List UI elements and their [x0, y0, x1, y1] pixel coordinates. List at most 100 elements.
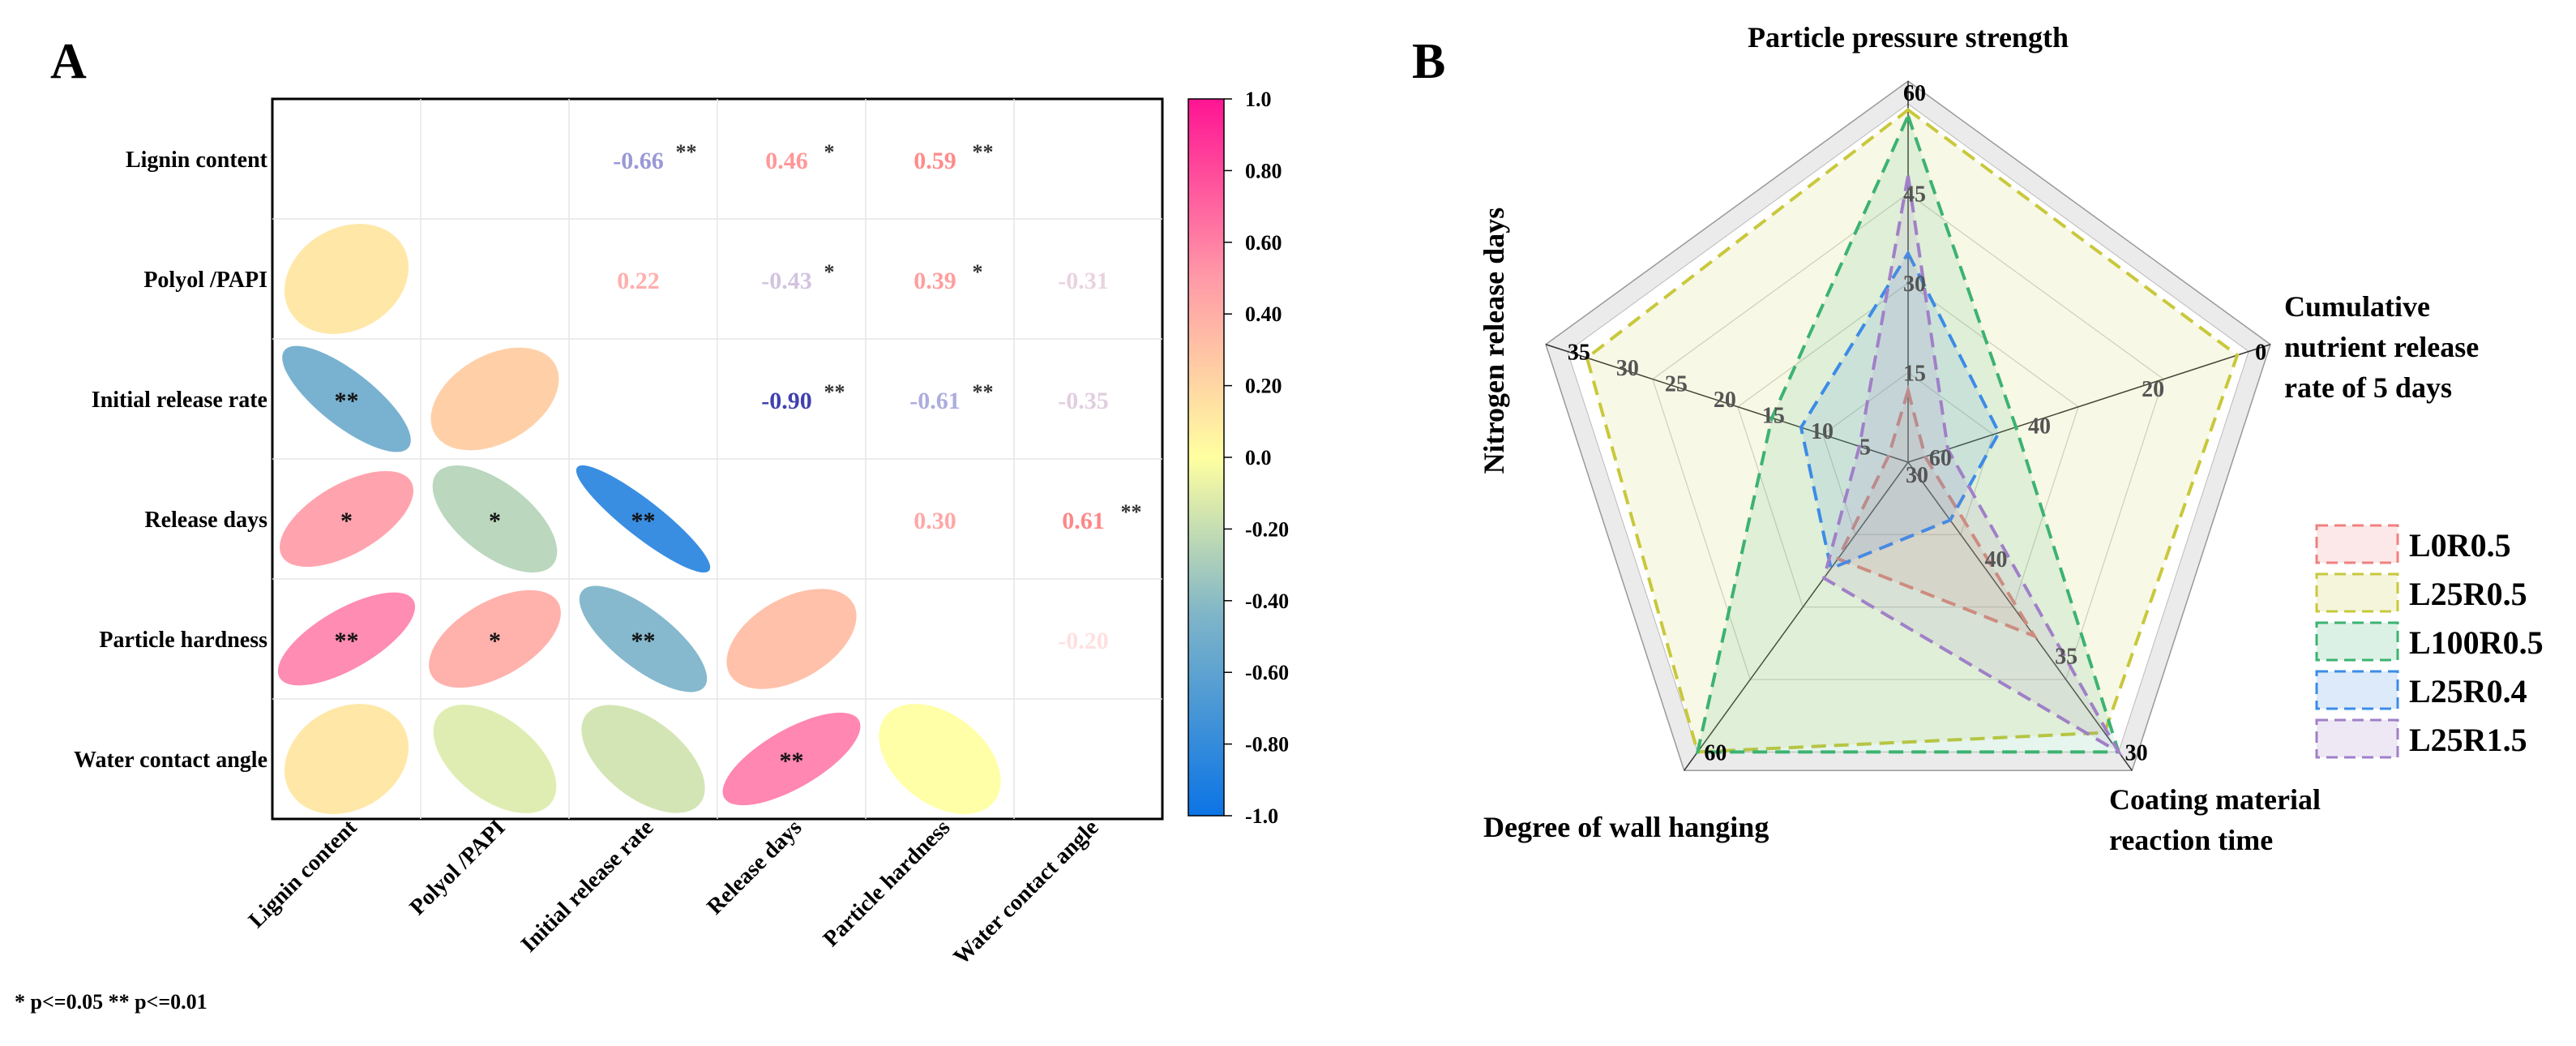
- significance-mark: **: [631, 508, 656, 534]
- radar-axis-name-line: nutrient release: [2284, 331, 2479, 363]
- significance-mark: **: [780, 748, 804, 774]
- legend-label: L0R0.5: [2409, 527, 2511, 564]
- radar-axis-line: [1907, 344, 2271, 463]
- column-label: Initial release rate: [516, 815, 659, 958]
- radar-axis-name-line: Degree of wall hanging: [1483, 811, 1769, 843]
- legend-label: L100R0.5: [2409, 624, 2544, 661]
- significance-mark: **: [335, 628, 359, 654]
- colorbar-tick-label: -0.80: [1245, 733, 1289, 757]
- correlation-value: -0.43: [761, 268, 812, 294]
- correlation-ellipses: *** * **** * ****: [277, 224, 1001, 814]
- correlation-value: -0.35: [1058, 388, 1109, 414]
- colorbar-tick-label: 0.80: [1245, 159, 1282, 182]
- panel-a-label: A: [50, 34, 87, 89]
- radar-tick-label: 20: [2142, 377, 2164, 402]
- significance-mark: **: [335, 388, 359, 414]
- column-label: Lignin content: [244, 815, 362, 933]
- column-labels: Lignin content Polyol /PAPI Initial releas…: [244, 815, 1104, 970]
- correlation-ellipse: [433, 705, 557, 813]
- significance-mark: **: [1121, 500, 1142, 524]
- column-label: Particle hardness: [819, 815, 956, 952]
- correlation-matrix: *** * **** * **** -0.66 ** 0.46 * 0.59 **0.22 -0.4…: [15, 88, 1289, 1014]
- legend-swatch: [2315, 621, 2399, 662]
- correlation-values: -0.66 ** 0.46 * 0.59 ** 0.22 -0.43 * 0.39 * -0.31 -0…: [613, 140, 1141, 654]
- correlation-value: -0.31: [1058, 268, 1109, 294]
- radar-tick-label: 0: [2255, 340, 2266, 365]
- radar-axis-name: Particle pressure strength: [1748, 21, 2069, 54]
- radar-series-L25R1.5: [1821, 175, 2124, 757]
- radar-axis-name-line: rate of 5 days: [2284, 371, 2452, 404]
- radar-tick-label: 35: [2055, 644, 2077, 669]
- legend-swatch: [2315, 572, 2399, 613]
- row-label: Particle hardness: [99, 628, 267, 653]
- correlation-ellipse: [284, 224, 409, 334]
- radar-axis-name-line: Coating material: [2109, 783, 2321, 816]
- significance-mark: **: [824, 380, 845, 404]
- correlation-ellipse: [284, 704, 409, 814]
- radar-axis-name-line: Nitrogen release days: [1478, 208, 1510, 474]
- radar-axis-name: Coating material reaction time: [2109, 783, 2321, 856]
- radar-tick-label: 20: [1714, 388, 1736, 413]
- radar-tick-label: 35: [1568, 340, 1590, 365]
- radar-axis-name-line: Cumulative: [2284, 290, 2430, 323]
- radar-tick-label: 60: [1929, 446, 1952, 471]
- significance-mark: **: [973, 380, 994, 404]
- significance-mark: *: [824, 260, 835, 284]
- radar-grid-ring: [1822, 371, 1994, 535]
- significance-mark: *: [824, 140, 835, 164]
- colorbar-tick-label: -0.40: [1245, 589, 1289, 613]
- radar-series: [1585, 108, 2240, 757]
- column-label: Release days: [702, 815, 807, 920]
- row-label: Lignin content: [126, 148, 268, 173]
- radar-axis-name-line: reaction time: [2109, 824, 2273, 856]
- correlation-value: -0.66: [613, 148, 664, 174]
- radar-axis-name: Cumulative nutrient release rate of 5 days: [2284, 290, 2479, 404]
- radar-series-L0R0.5: [1835, 384, 2039, 640]
- correlation-ellipse: [581, 705, 705, 813]
- colorbar-tick-label: -0.60: [1245, 661, 1289, 684]
- significance-mark: **: [973, 140, 994, 164]
- correlation-value: 0.22: [617, 268, 660, 294]
- correlation-value: -0.61: [909, 388, 961, 414]
- column-label: Polyol /PAPI: [405, 815, 511, 920]
- significance-mark: *: [973, 260, 983, 284]
- correlation-ellipse: [722, 712, 861, 806]
- colorbar-tick-label: 0.40: [1245, 302, 1282, 326]
- radar-axis-line: [1545, 344, 1909, 463]
- legend-swatch: [2315, 718, 2399, 759]
- radar-axis-name-line: Particle pressure strength: [1748, 21, 2069, 54]
- significance-mark: **: [676, 140, 697, 164]
- panel-b-label: B: [1412, 34, 1445, 89]
- colorbar-tick-label: 0.60: [1245, 231, 1282, 255]
- significance-note: * p<=0.05 ** p<=0.01: [15, 990, 208, 1014]
- radar-grid-ring: [1652, 192, 2164, 680]
- radar-tick-label: 40: [2028, 414, 2051, 439]
- correlation-value: 0.46: [765, 148, 808, 174]
- significance-mark: **: [631, 628, 656, 654]
- legend-swatch: [2315, 670, 2399, 710]
- correlation-ellipse: [432, 465, 558, 573]
- radar-tick-label: 30: [1616, 356, 1639, 381]
- radar-series-L25R0.5: [1585, 108, 2240, 754]
- correlation-value: 0.30: [914, 508, 956, 534]
- colorbar-tick-label: -1.0: [1245, 804, 1278, 828]
- correlation-ellipse: [726, 589, 857, 689]
- radar-axis-line: [1907, 461, 2133, 771]
- correlation-ellipse: [282, 345, 411, 452]
- radar-tick-label: 30: [2125, 740, 2148, 765]
- legend: L0R0.5 L25R0.5 L100R0.5 L25R0.4 L25R1.5: [2315, 524, 2544, 759]
- correlation-ellipse: [277, 592, 416, 686]
- radar-tick-label: 30: [1906, 463, 1928, 488]
- significance-mark: *: [489, 628, 501, 654]
- colorbar-tick-label: 1.0: [1245, 88, 1272, 111]
- radar-axis-name: Degree of wall hanging: [1483, 811, 1769, 843]
- radar-axis-line: [1684, 461, 1909, 771]
- radar-axis-name: Nitrogen release days: [1478, 208, 1510, 474]
- radar-tick-label: 45: [1903, 182, 1926, 208]
- row-label: Release days: [144, 508, 267, 533]
- correlation-value: 0.59: [914, 148, 956, 174]
- radar-tick-label: 10: [1811, 419, 1834, 444]
- correlation-ellipse: [579, 585, 708, 692]
